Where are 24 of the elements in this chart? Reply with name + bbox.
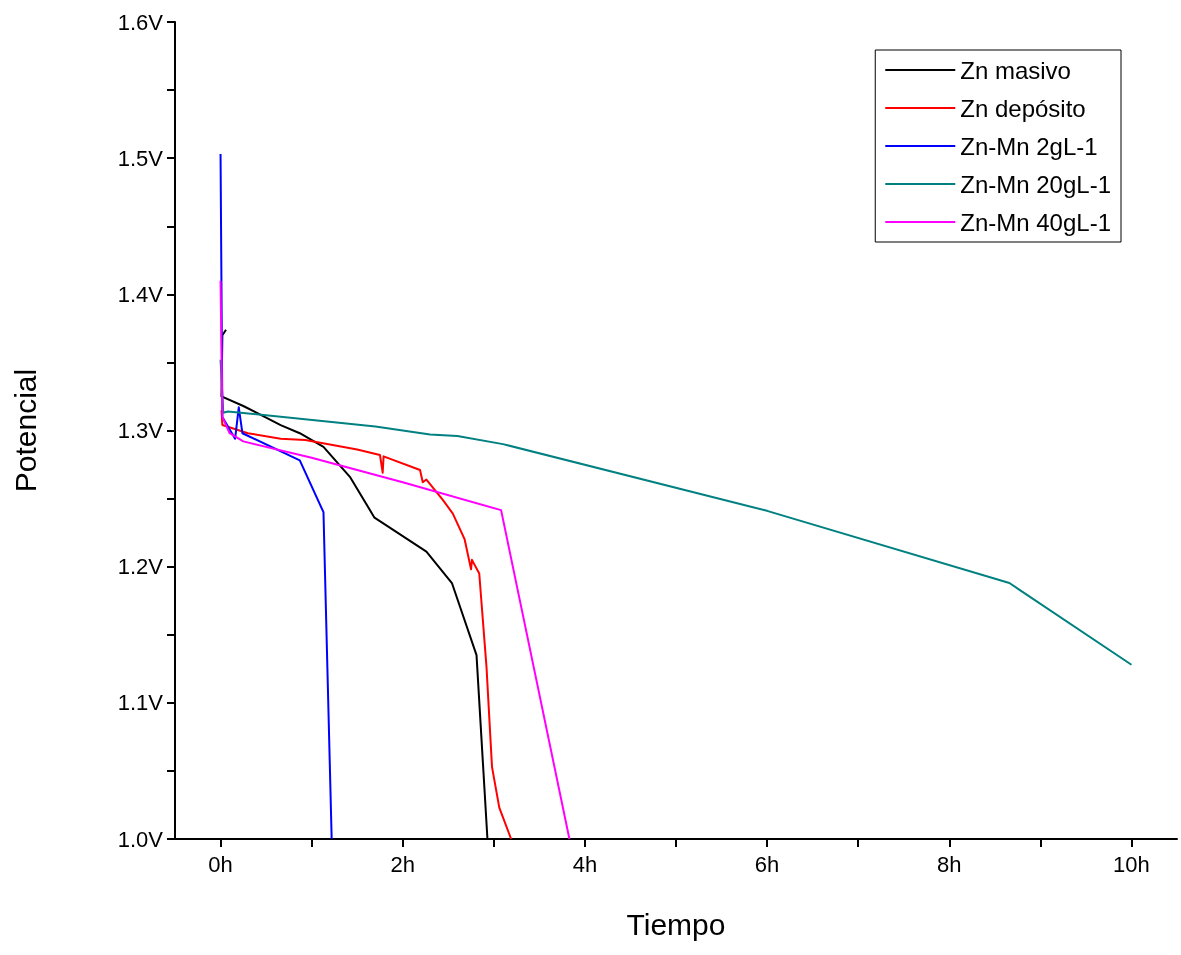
y-tick-label: 1.0V <box>117 826 164 852</box>
x-axis-title: Tiempo <box>626 907 726 941</box>
y-tick-label: 1.4V <box>117 281 164 307</box>
y-tick-label: 1.3V <box>117 418 164 443</box>
y-tick-label: 1.5V <box>117 145 164 171</box>
x-tick-label: 0h <box>208 851 233 877</box>
line-series <box>219 153 333 840</box>
y-axis-title: Potencial <box>8 368 42 493</box>
legend-label: Zn depósito <box>960 94 1086 122</box>
x-tick-label: 2h <box>390 851 415 877</box>
x-tick-label: 6h <box>754 851 780 877</box>
legend-label: Zn-Mn 2gL-1 <box>960 132 1098 160</box>
line-series <box>220 409 513 840</box>
x-tick-label: 8h <box>937 851 962 877</box>
y-tick-label: 1.6V <box>117 9 164 35</box>
y-tick-label: 1.2V <box>117 554 164 580</box>
x-tick-label: 4h <box>572 851 598 877</box>
legend-label: Zn-Mn 20gL-1 <box>960 170 1112 198</box>
x-tick-label: 10h <box>1113 851 1150 877</box>
line-series <box>219 358 1133 666</box>
legend-label: Zn-Mn 40gL-1 <box>960 208 1112 236</box>
legend-label: Zn masivo <box>960 56 1071 84</box>
y-tick-label: 1.1V <box>117 690 164 716</box>
line-series <box>219 279 571 840</box>
